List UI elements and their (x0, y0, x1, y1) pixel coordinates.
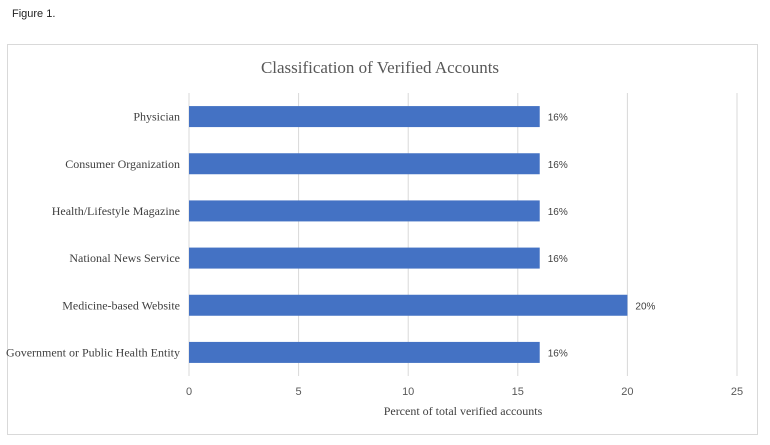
chart-title: Classification of Verified Accounts (261, 58, 499, 77)
figure-label: Figure 1. (12, 8, 56, 20)
category-labels: Physician Consumer Organization Health/Lif… (6, 110, 180, 360)
gridlines (188, 93, 738, 376)
bars (189, 106, 628, 363)
x-tick-label: 15 (512, 386, 524, 398)
bar (189, 200, 540, 222)
data-label: 16% (548, 207, 568, 218)
data-label: 20% (635, 301, 655, 312)
category-label: Consumer Organization (65, 157, 180, 171)
x-tick-label: 20 (621, 386, 633, 398)
x-tick-label: 5 (296, 386, 302, 398)
data-label: 16% (548, 254, 568, 265)
x-tick-labels: 0 5 10 15 20 25 (186, 386, 743, 398)
x-tick-label: 10 (402, 386, 414, 398)
data-label: 16% (548, 160, 568, 171)
bar (189, 247, 540, 269)
category-label: Health/Lifestyle Magazine (52, 204, 180, 218)
bar (189, 106, 540, 128)
category-label: Physician (133, 110, 180, 124)
data-label: 16% (548, 348, 568, 359)
bar (189, 294, 628, 316)
x-axis-title: Percent of total verified accounts (384, 404, 543, 418)
category-label: Government or Public Health Entity (6, 345, 180, 359)
x-tick-label: 0 (186, 386, 192, 398)
category-label: National News Service (69, 251, 180, 265)
data-labels: 16% 16% 16% 16% 20% 16% (548, 113, 656, 360)
bar (189, 341, 540, 363)
category-label: Medicine-based Website (62, 298, 180, 312)
bar (189, 153, 540, 175)
x-tick-label: 25 (731, 386, 743, 398)
data-label: 16% (548, 113, 568, 124)
chart-area (7, 44, 758, 435)
